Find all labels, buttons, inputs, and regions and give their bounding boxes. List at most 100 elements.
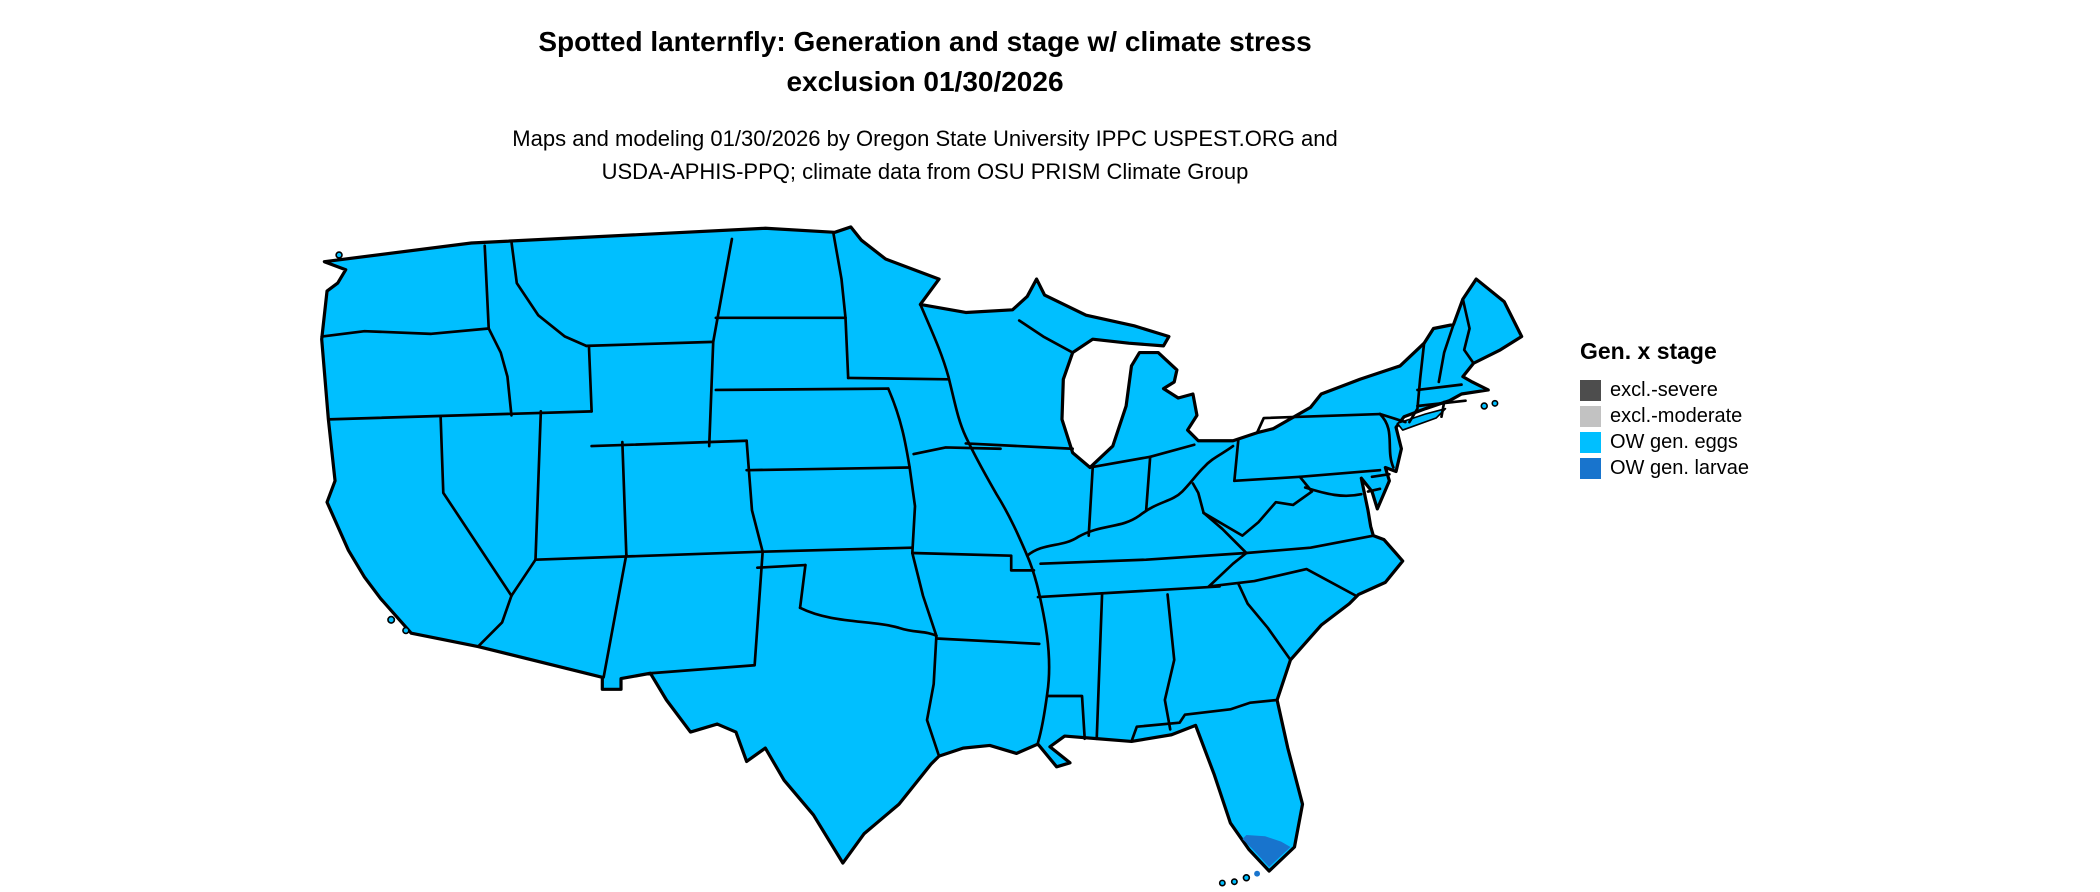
border-wv-va bbox=[1202, 475, 1314, 537]
legend-label-excl-severe: excl.-severe bbox=[1610, 379, 1718, 401]
border-il-in bbox=[1087, 466, 1095, 537]
border-va-nc bbox=[1245, 534, 1375, 555]
south-florida-larvae-region bbox=[1242, 834, 1291, 868]
border-ok-panhandle-south bbox=[755, 563, 807, 570]
border-41n bbox=[590, 439, 748, 448]
swatch-color-excl-severe bbox=[1580, 379, 1601, 401]
legend-label-ow-gen-eggs: OW gen. eggs bbox=[1610, 431, 1738, 453]
border-42n bbox=[327, 410, 593, 421]
border-nd-mn bbox=[832, 232, 847, 320]
border-tx-la bbox=[925, 634, 941, 758]
border-la-ms bbox=[1045, 694, 1087, 741]
border-ga-sc bbox=[1237, 582, 1292, 662]
border-tn-nc bbox=[1207, 551, 1248, 588]
border-ar-west bbox=[910, 551, 938, 638]
swatch-color-ow-gen-larvae bbox=[1580, 457, 1601, 479]
border-wy-east bbox=[707, 340, 715, 448]
border-mo-ar bbox=[910, 551, 1036, 572]
border-ne-missouri-river bbox=[886, 387, 911, 469]
swatch-color-ow-gen-eggs bbox=[1580, 431, 1601, 453]
legend-swatch-ow-gen-larvae bbox=[1580, 457, 1601, 479]
border-wv-ky bbox=[1191, 482, 1205, 515]
border-in-oh bbox=[1144, 455, 1152, 512]
border-mississippi-river bbox=[919, 303, 1051, 745]
border-potomac bbox=[1303, 486, 1363, 498]
channel-island-2 bbox=[402, 626, 410, 635]
border-ny-east bbox=[1408, 341, 1426, 424]
legend-title: Gen. x stage bbox=[1580, 338, 1717, 364]
border-nc-sc bbox=[1207, 567, 1358, 598]
swatch-color-excl-moderate bbox=[1580, 405, 1601, 427]
border-ms-al bbox=[1095, 593, 1104, 741]
border-vt-nh bbox=[1437, 323, 1455, 384]
border-al-ga bbox=[1163, 593, 1176, 731]
florida-key-3 bbox=[1218, 879, 1226, 887]
florida-key-1 bbox=[1242, 873, 1251, 882]
us-map-svg bbox=[320, 225, 1524, 887]
border-mn-ia bbox=[846, 376, 950, 381]
border-ny-nj bbox=[1378, 412, 1407, 424]
border-ia-mo bbox=[912, 446, 1002, 456]
page-title-line1: Spotted lanternfly: Generation and stage… bbox=[538, 26, 1312, 57]
border-mt-east bbox=[711, 237, 734, 344]
page-subtitle-line2: USDA-APHIS-PPQ; climate data from OSU PR… bbox=[601, 159, 1249, 184]
border-nv-ut bbox=[534, 410, 543, 562]
legend-label-excl-moderate: excl.-moderate bbox=[1610, 405, 1743, 427]
border-ohio-river bbox=[1025, 444, 1235, 558]
page-subtitle: Maps and modeling 01/30/2026 by Oregon S… bbox=[0, 122, 1850, 188]
us-map bbox=[311, 218, 1527, 888]
border-ca-nv bbox=[439, 415, 513, 598]
border-id-wy bbox=[587, 344, 593, 413]
border-ct-ri bbox=[1440, 400, 1446, 419]
state-borders bbox=[320, 232, 1475, 758]
nantucket-island bbox=[1480, 402, 1488, 410]
border-az-nm bbox=[602, 553, 628, 679]
border-me-nh bbox=[1461, 297, 1475, 365]
border-ok-ks bbox=[761, 546, 914, 553]
border-pa-ny bbox=[1255, 412, 1382, 435]
border-red-river bbox=[798, 606, 938, 638]
legend-item-excl-moderate: excl.-moderate bbox=[1580, 403, 1749, 429]
border-wi-il bbox=[964, 442, 1075, 451]
border-co-east bbox=[745, 439, 764, 553]
border-fl-north bbox=[1130, 698, 1279, 743]
legend-label-ow-gen-larvae: OW gen. larvae bbox=[1610, 457, 1749, 479]
border-mt-wy bbox=[584, 340, 715, 348]
border-nm-tx bbox=[649, 550, 764, 675]
legend-swatch-excl-severe bbox=[1580, 379, 1601, 401]
land-fill-group bbox=[320, 225, 1524, 887]
border-ar-la bbox=[935, 637, 1041, 646]
border-wi-mi bbox=[1017, 319, 1075, 354]
border-ut-co bbox=[621, 440, 628, 558]
border-de-md bbox=[1370, 472, 1391, 479]
legend: Gen. x stage excl.-severe excl.-moderate… bbox=[1580, 338, 1749, 481]
border-nv-az bbox=[510, 558, 537, 598]
border-pa-nj bbox=[1378, 412, 1395, 469]
page-title-line2: exclusion 01/30/2026 bbox=[786, 66, 1064, 97]
border-ma-north bbox=[1416, 383, 1463, 392]
channel-island-1 bbox=[387, 615, 396, 624]
border-sd-ne bbox=[714, 387, 890, 392]
legend-swatch-excl-moderate bbox=[1580, 405, 1601, 427]
border-md-va-peninsula bbox=[1366, 487, 1382, 493]
legend-item-ow-gen-eggs: OW gen. eggs bbox=[1580, 429, 1749, 455]
border-ky-va bbox=[1202, 511, 1248, 555]
san-juan-island bbox=[335, 251, 343, 259]
border-or-id bbox=[487, 327, 513, 417]
border-ma-south bbox=[1416, 399, 1467, 408]
border-ks-ne bbox=[745, 466, 911, 472]
border-37n bbox=[534, 550, 764, 562]
border-mi-south bbox=[1088, 443, 1196, 469]
marthas-vineyard-island bbox=[1491, 399, 1499, 407]
border-tn-north bbox=[1039, 551, 1248, 566]
border-wa-or bbox=[320, 327, 491, 338]
border-mo-west bbox=[908, 466, 917, 555]
border-id-mt bbox=[510, 240, 588, 348]
florida-key-2 bbox=[1230, 878, 1238, 886]
florida-key-larvae bbox=[1254, 870, 1261, 877]
legend-item-excl-severe: excl.-severe bbox=[1580, 377, 1749, 403]
border-ca-az bbox=[476, 594, 513, 648]
page-title: Spotted lanternfly: Generation and stage… bbox=[0, 22, 1850, 102]
contiguous-us-outline bbox=[320, 225, 1524, 873]
